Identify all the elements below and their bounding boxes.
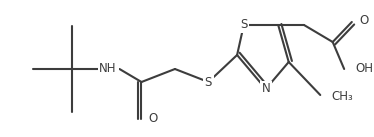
Text: O: O xyxy=(359,14,369,26)
Text: NH: NH xyxy=(99,62,117,75)
Text: S: S xyxy=(205,75,212,89)
Text: O: O xyxy=(359,14,369,26)
Text: NH: NH xyxy=(99,62,117,75)
Text: OH: OH xyxy=(356,62,374,75)
Text: OH: OH xyxy=(356,62,374,75)
Text: S: S xyxy=(240,18,248,32)
Text: N: N xyxy=(261,82,270,95)
Text: CH₃: CH₃ xyxy=(332,91,353,103)
Text: O: O xyxy=(148,112,157,125)
Text: S: S xyxy=(240,18,248,32)
Text: CH₃: CH₃ xyxy=(332,91,353,103)
Text: S: S xyxy=(205,75,212,89)
Text: O: O xyxy=(148,112,157,125)
Text: N: N xyxy=(261,82,270,95)
